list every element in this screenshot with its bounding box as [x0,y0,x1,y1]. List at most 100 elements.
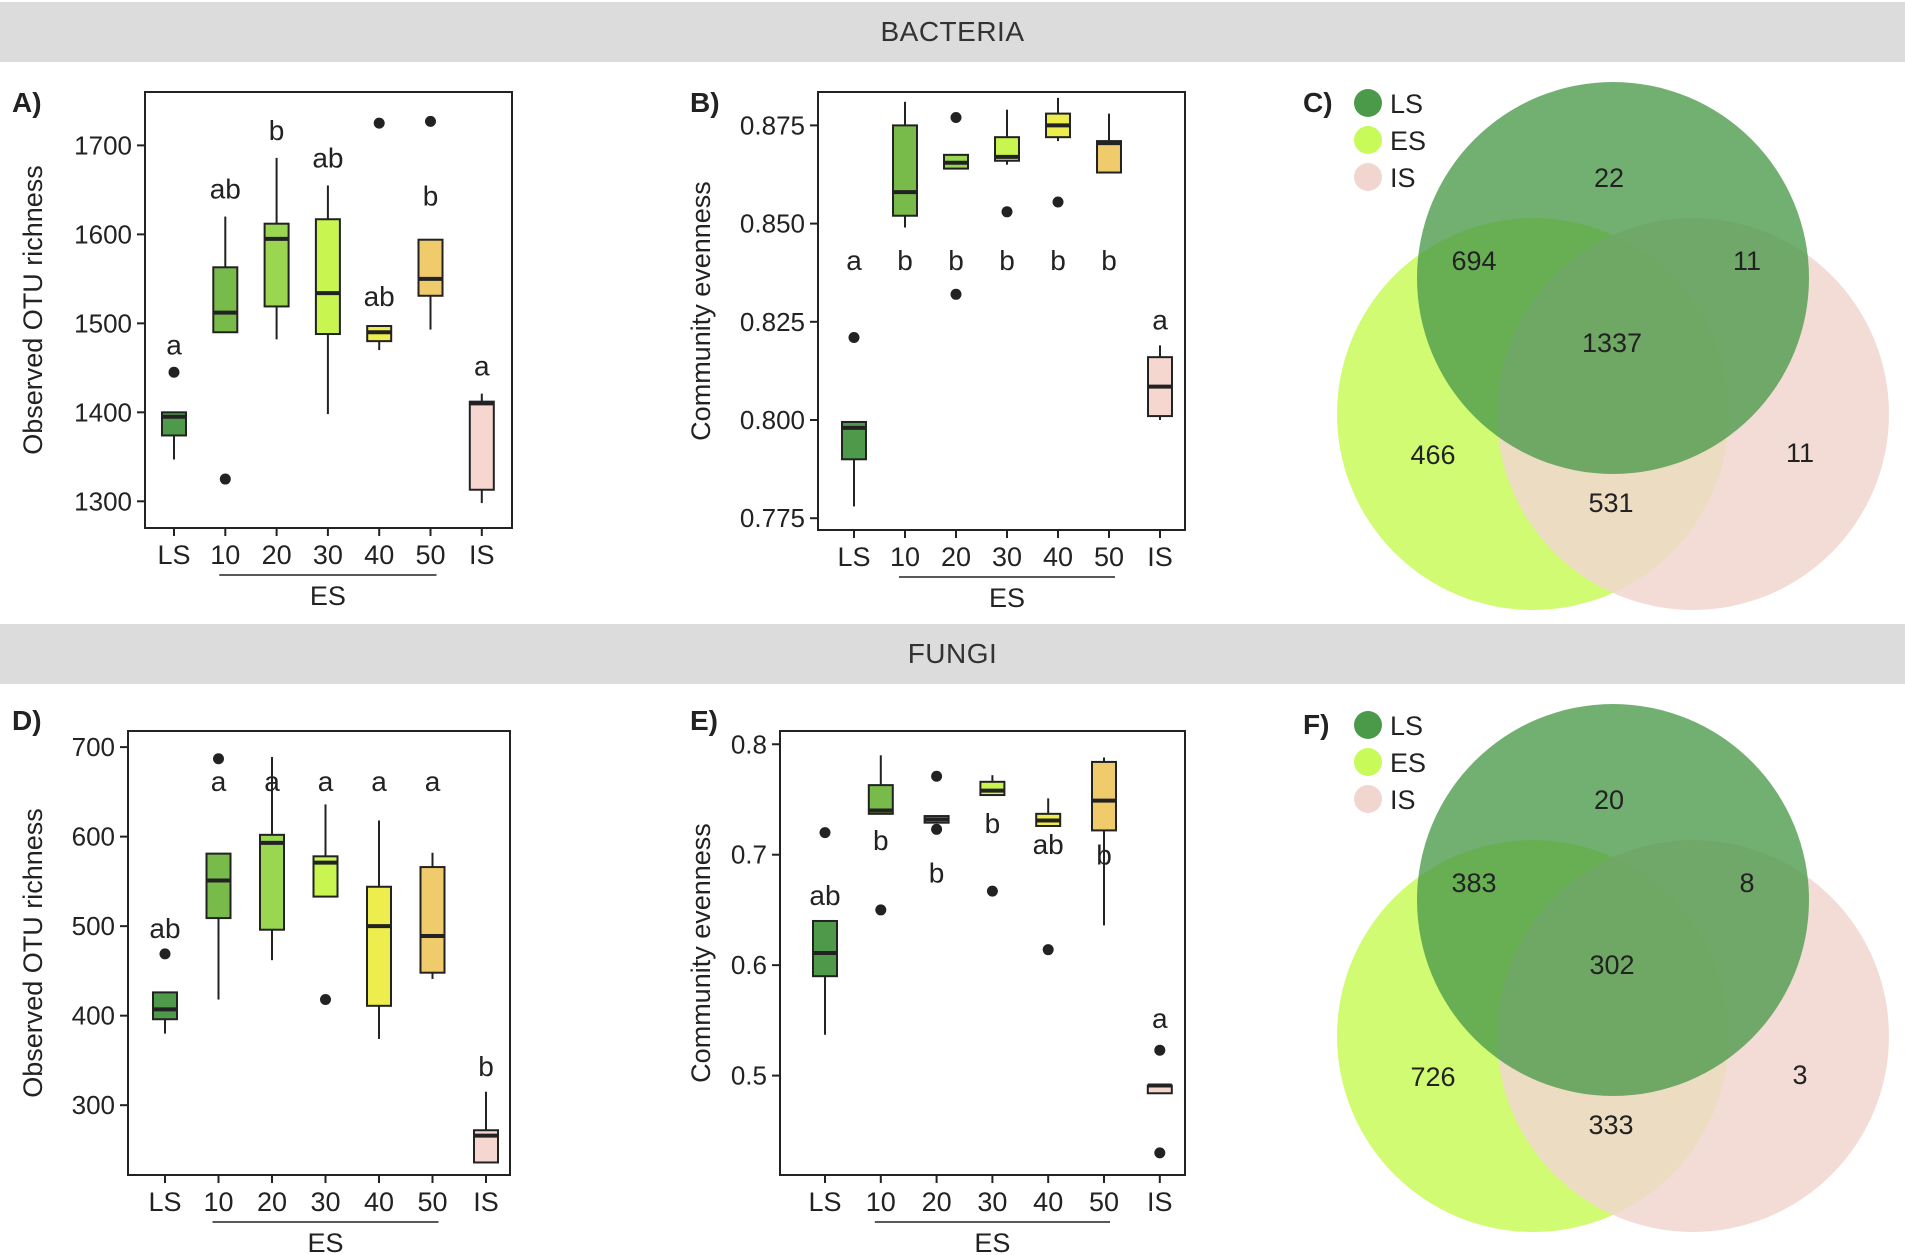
significance-letter: b [929,858,945,889]
y-tick-label: 400 [72,1001,115,1031]
legend-label: IS [1390,163,1416,193]
venn-count-ES_IS: 333 [1588,1110,1633,1140]
legend-label: LS [1390,89,1423,119]
x-tick-label: 40 [1043,542,1073,572]
outlier-point [950,112,962,124]
significance-letter: ab [149,913,180,944]
significance-letter: ab [364,281,395,312]
box-body [1091,760,1117,832]
significance-letter: ab [312,142,343,173]
outlier-point [931,823,943,835]
y-axis-label: Community evenness [686,181,716,441]
box-body [468,400,495,491]
box-30: ab [312,142,343,415]
box-IS: a [468,351,495,504]
venn-count-LS_IS: 11 [1733,246,1761,276]
box-body [417,238,444,297]
outlier-point [848,332,860,344]
x-tick-label: 50 [1089,1187,1119,1217]
significance-letter: b [999,245,1015,276]
outlier-point [320,994,331,1006]
venn-count-ES_IS: 531 [1588,488,1633,518]
y-tick-label: 1400 [74,397,132,427]
plot-frame [779,730,1186,1176]
significance-letter: a [264,766,280,797]
outlier-point [1052,196,1064,208]
box-IS: a [1147,304,1173,421]
significance-letter: a [846,245,862,276]
outlier-point [875,904,887,916]
box-LS: a [841,245,867,507]
box-body [841,420,867,461]
box-20: b [923,770,950,889]
box-body [366,885,392,1007]
significance-letter: a [1152,1003,1168,1034]
x-tick-label: 20 [257,1187,287,1217]
venn-circle-LS [1417,704,1809,1096]
outlier-point [425,115,436,127]
legend-label: ES [1390,126,1426,156]
legend-marker-LS [1354,89,1382,117]
box-40: a [366,766,392,1039]
box-30: b [994,109,1020,276]
panel-label: B) [690,87,720,118]
box-50: b [1091,757,1117,926]
box-body [212,266,239,334]
significance-letter: b [1050,245,1066,276]
box-40: b [1045,97,1071,276]
box-10: b [867,755,894,916]
y-tick-label: 0.6 [731,950,767,980]
y-tick-label: 1700 [74,130,132,160]
significance-letter: b [269,115,285,146]
panel-label: D) [12,705,42,736]
boxplot-panel-D: D)Observed OTU richness300400500600700ab… [12,705,511,1255]
box-body [259,833,285,931]
outlier-point [1001,206,1013,218]
panel-label: E) [690,705,718,736]
outlier-point [168,366,180,378]
y-axis-label: Community evenness [686,823,716,1083]
box-10: ab [210,174,241,485]
outlier-point [819,827,831,839]
box-LS: ab [149,913,181,1034]
es-group-label: ES [307,1228,343,1255]
fungi-banner: FUNGI [0,624,1905,684]
y-tick-label: 0.8 [731,729,767,759]
venn-count-all: 1337 [1582,328,1642,358]
outlier-point [1154,1044,1166,1056]
venn-count-LS_IS: 8 [1739,868,1754,898]
significance-letter: b [873,825,889,856]
bacteria-banner: BACTERIA [0,2,1905,62]
significance-letter: ab [809,880,840,911]
significance-letter: a [318,766,334,797]
outlier-point [1154,1147,1166,1159]
bacteria-title: BACTERIA [880,16,1025,47]
es-group-label: ES [974,1228,1010,1255]
box-20: b [943,112,969,300]
plot-frame [817,91,1186,531]
y-tick-label: 1500 [74,308,132,338]
legend-marker-LS [1354,711,1382,739]
outlier-point [219,473,231,485]
significance-letter: b [1096,839,1112,870]
x-tick-label: 20 [922,1187,952,1217]
y-tick-label: 1600 [74,219,132,249]
y-tick-label: 0.825 [740,307,805,337]
x-tick-label: 30 [310,1187,340,1217]
significance-letter: a [166,329,182,360]
box-20: b [263,115,290,340]
y-tick-label: 700 [72,732,115,762]
outlier-point [950,288,962,300]
x-tick-label: 30 [992,542,1022,572]
panel-label: A) [12,87,42,118]
venn-count-IS_only: 3 [1792,1060,1807,1090]
y-tick-label: 0.5 [731,1061,767,1091]
box-body [892,124,918,217]
box-30: a [312,766,339,1006]
y-tick-label: 0.775 [740,503,805,533]
significance-letter: b [1101,245,1117,276]
boxplot-panel-E: E) Community evenness 0.5 0.6 0.7 0.8 ab b b b ab b… [686,705,1186,1255]
box-LS: a [161,329,187,460]
box-body [205,852,232,920]
